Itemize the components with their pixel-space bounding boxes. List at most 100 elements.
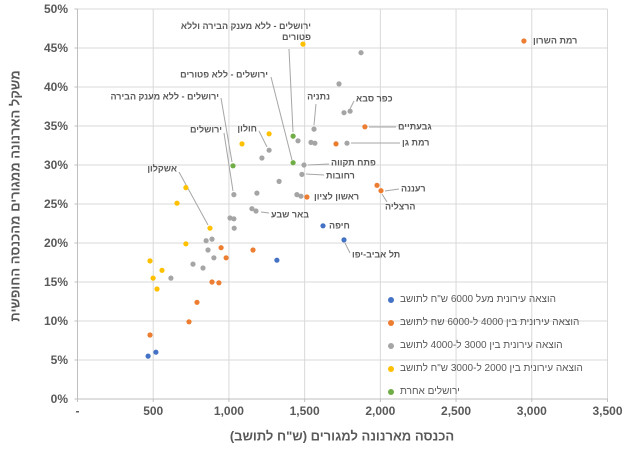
scatter-point	[174, 200, 180, 206]
scatter-point	[223, 255, 229, 261]
city-label: תל אביב-יפו	[352, 249, 401, 260]
scatter-point	[333, 141, 339, 147]
scatter-point	[194, 299, 200, 305]
city-label: ירושלים - ללא מענק הבירה	[110, 91, 219, 102]
leader-line	[344, 242, 351, 254]
scatter-point	[190, 261, 196, 267]
scatter-point	[150, 275, 156, 281]
scatter-point	[203, 238, 209, 244]
city-label: רעננה	[401, 183, 426, 194]
legend-item: הוצאה עירונית בין 4000 ל-6000 שח לתושב	[388, 311, 613, 334]
city-label: חולון	[237, 123, 257, 134]
legend-label: הוצאה עירונית מעל 6000 ש"ח לתושב	[400, 294, 556, 305]
x-tick-label: 1,500	[289, 404, 320, 418]
legend-marker-icon	[388, 388, 394, 395]
legend-item: הוצאה עירונית מעל 6000 ש"ח לתושב	[388, 288, 613, 311]
scatter-point	[290, 160, 296, 166]
y-tick-label: 35%	[43, 119, 68, 133]
scatter-point	[374, 182, 380, 188]
scatter-point	[308, 139, 314, 145]
y-tick-label: 30%	[43, 158, 68, 172]
city-label: ירושלים - ללא פטורים	[180, 69, 268, 80]
scatter-point	[362, 124, 368, 130]
x-tick-label: -	[75, 404, 80, 418]
leader-line	[260, 211, 270, 214]
legend: הוצאה עירונית מעל 6000 ש"ח לתושב הוצאה עי…	[388, 288, 613, 403]
scatter-point	[347, 108, 353, 114]
city-label: באר שבע	[271, 209, 309, 220]
y-tick-label: 0%	[50, 392, 68, 406]
scatter-point	[294, 192, 300, 198]
scatter-point	[145, 353, 151, 359]
leader-line	[223, 132, 234, 192]
x-tick-label: 3,000	[516, 404, 547, 418]
city-label: הרצליה	[385, 201, 416, 212]
scatter-point	[259, 155, 265, 161]
legend-label: ירושלים אחרת	[400, 386, 460, 397]
scatter-point	[207, 225, 213, 231]
legend-label: הוצאה עירונית בין 4000 ל-6000 שח לתושב	[400, 317, 580, 328]
leader-line	[313, 103, 317, 126]
scatter-point	[344, 140, 350, 146]
scatter-point	[218, 245, 224, 251]
scatter-point	[276, 178, 282, 184]
scatter-point	[312, 140, 318, 146]
leader-line	[307, 163, 330, 166]
leader-line	[305, 173, 325, 176]
scatter-point	[183, 185, 189, 191]
x-tick-label: 3,500	[592, 404, 623, 418]
legend-item: הוצאה עירונית בין 2000 ל-3000 ש"ח לתושב	[388, 357, 613, 380]
scatter-point	[299, 171, 305, 177]
scatter-point	[147, 258, 153, 264]
leader-line	[258, 130, 268, 148]
x-tick-label: 2,000	[365, 404, 396, 418]
scatter-point	[298, 193, 304, 199]
city-label: ירושלים - ללא מענק הבירה וללא פטורים	[180, 21, 311, 42]
scatter-point	[341, 110, 347, 116]
scatter-point	[211, 255, 217, 261]
scatter-point	[301, 162, 307, 168]
city-label: רמת גן	[402, 137, 430, 148]
scatter-point	[227, 215, 233, 221]
legend-marker-icon	[388, 365, 394, 372]
scatter-point	[231, 192, 237, 198]
city-label: גבעתיים	[398, 121, 432, 132]
scatter-point	[336, 81, 342, 87]
legend-marker-icon	[388, 319, 394, 326]
y-tick-label: 15%	[43, 275, 68, 289]
legend-item: הוצאה עירונית בין 3000 ל-4000 לתושב	[388, 334, 613, 357]
scatter-point	[168, 275, 174, 281]
scatter-point	[521, 38, 527, 44]
city-label: חיפה	[329, 220, 350, 231]
y-tick-label: 20%	[43, 236, 68, 250]
scatter-point	[154, 286, 160, 292]
scatter-point	[249, 206, 255, 212]
scatter-point	[183, 241, 189, 247]
scatter-point	[253, 208, 259, 214]
legend-label: הוצאה עירונית בין 2000 ל-3000 ש"ח לתושב	[400, 363, 583, 374]
city-label: ירושלים	[189, 124, 222, 135]
scatter-point	[205, 247, 211, 253]
leader-line	[270, 76, 293, 161]
leader-line	[220, 97, 233, 163]
scatter-point	[200, 265, 206, 271]
legend-marker-icon	[388, 342, 394, 349]
scatter-point	[231, 216, 237, 222]
scatter-point	[147, 332, 153, 338]
y-tick-label: 45%	[43, 41, 68, 55]
scatter-point	[209, 236, 215, 242]
scatter-point	[250, 247, 256, 253]
leader-line	[384, 188, 400, 192]
scatter-point	[230, 163, 236, 169]
city-label: רחובות	[326, 170, 355, 181]
scatter-point	[209, 279, 215, 285]
y-tick-label: 10%	[43, 314, 68, 328]
y-tick-label: 25%	[43, 197, 68, 211]
x-tick-label: 2,500	[441, 404, 472, 418]
scatter-point	[358, 50, 364, 56]
scatter-point	[231, 225, 237, 231]
y-tick-label: 5%	[50, 353, 68, 367]
city-label: נתניה	[307, 91, 330, 102]
leader-line	[381, 193, 388, 203]
